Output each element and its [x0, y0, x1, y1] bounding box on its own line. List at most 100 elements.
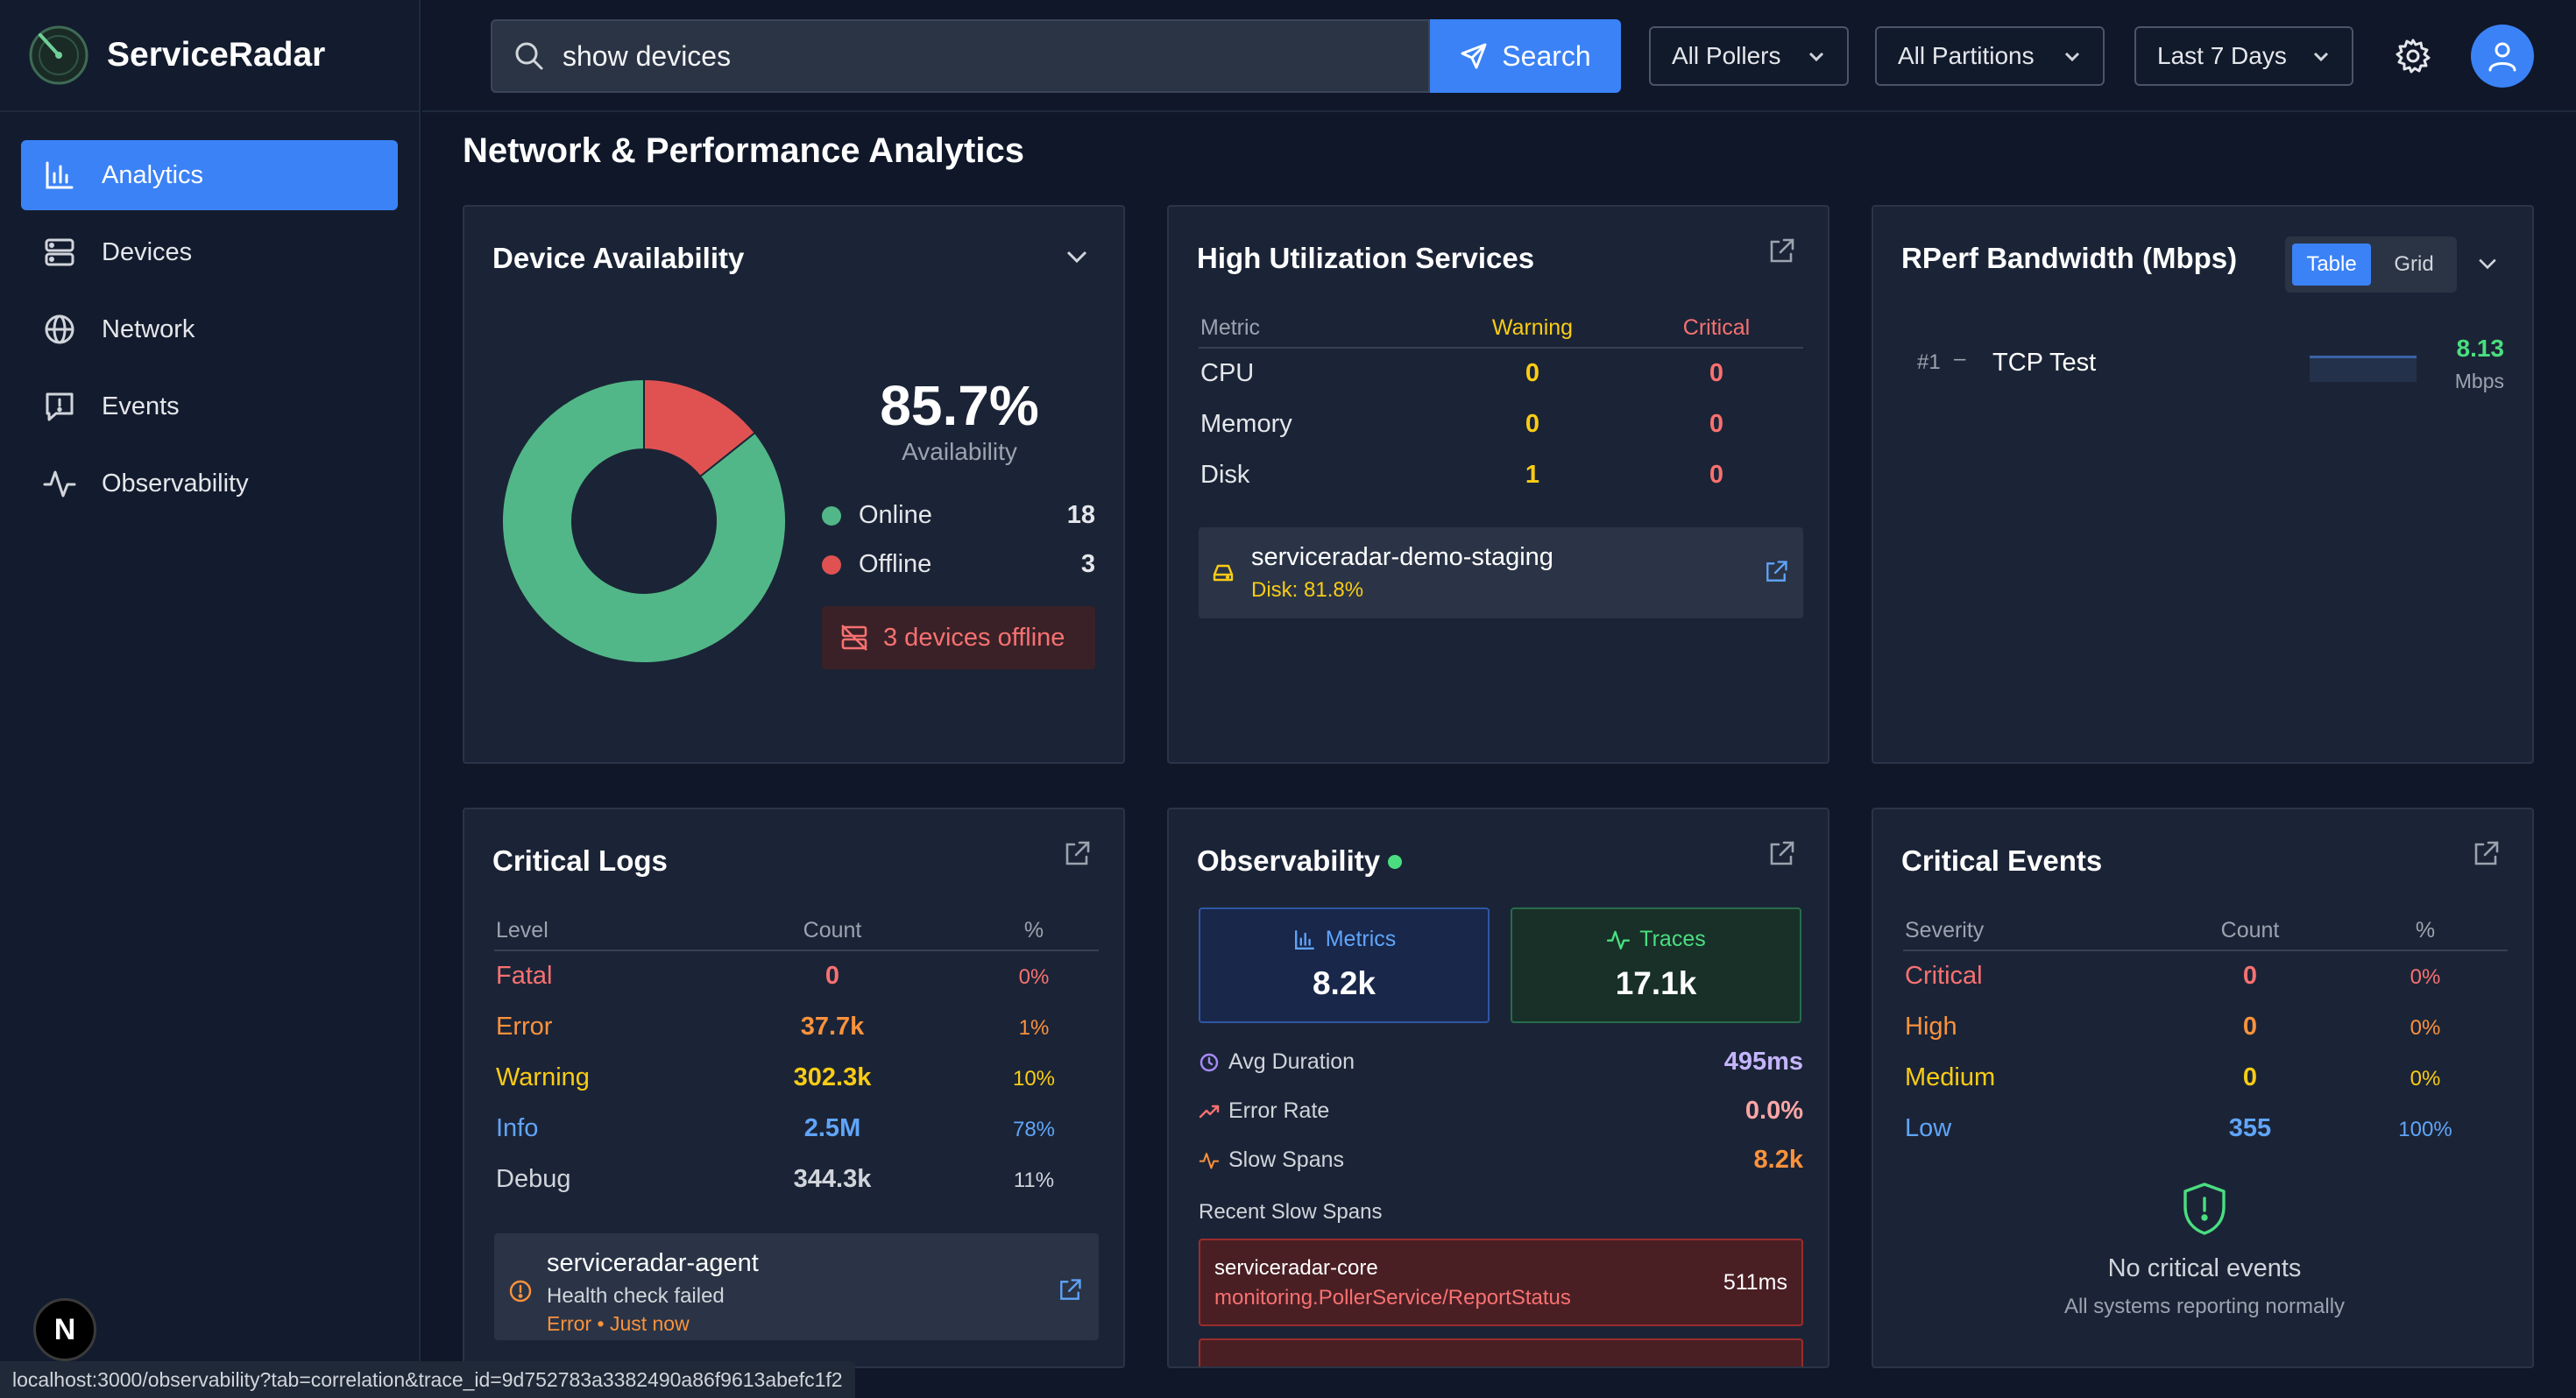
status-dot — [1388, 855, 1402, 869]
sidebar-item-observability[interactable]: Observability — [21, 448, 398, 519]
external-link-icon[interactable] — [1062, 839, 1092, 869]
chevron-down-icon[interactable] — [2474, 251, 2501, 277]
event-severity: Critical — [1905, 962, 1983, 990]
avg-duration-value: 495ms — [1723, 1048, 1803, 1076]
chevron-down-icon — [1808, 52, 1824, 62]
sidebar-item-network[interactable]: Network — [21, 294, 398, 364]
external-link-icon[interactable] — [1057, 1277, 1083, 1303]
card-title: Device Availability — [492, 242, 745, 274]
metrics-label: Metrics — [1325, 927, 1397, 951]
log-level: Error — [496, 1013, 553, 1041]
divider — [494, 950, 1099, 951]
legend-offline: Offline 3 — [822, 550, 1095, 579]
log-count: 2.5M — [803, 1114, 861, 1142]
critical-logs-card: Critical Logs Level Count % Fatal 0 0% E… — [463, 808, 1125, 1368]
toggle-table[interactable]: Table — [2292, 244, 2371, 286]
pollers-dropdown[interactable]: All Pollers — [1649, 26, 1849, 86]
slow-span-entry[interactable] — [1199, 1338, 1803, 1366]
search-button-label: Search — [1502, 39, 1591, 72]
offline-label: Offline — [859, 550, 932, 578]
avg-duration-row: Avg Duration 495ms — [1199, 1048, 1803, 1077]
slow-spans-row: Slow Spans 8.2k — [1199, 1146, 1803, 1175]
bar-chart-icon — [1294, 929, 1314, 950]
alert-host: serviceradar-demo-staging — [1251, 543, 1553, 571]
card-title: Critical Events — [1901, 844, 2103, 877]
column-header-warning: Warning — [1491, 315, 1574, 340]
radar-logo-icon — [29, 25, 88, 85]
card-title: RPerf Bandwidth (Mbps) — [1901, 242, 2238, 274]
metrics-value: 8.2k — [1312, 965, 1376, 1001]
chevron-down-icon[interactable] — [1062, 242, 1092, 272]
sidebar-item-events[interactable]: Events — [21, 371, 398, 441]
log-service: serviceradar-agent — [547, 1249, 759, 1277]
card-title: High Utilization Services — [1197, 242, 1535, 274]
toggle-grid[interactable]: Grid — [2394, 252, 2434, 276]
activity-icon — [1607, 930, 1631, 950]
timerange-value: Last 7 Days — [2157, 42, 2287, 69]
avg-duration-label: Avg Duration — [1228, 1049, 1355, 1074]
gear-icon[interactable] — [2394, 37, 2432, 75]
sidebar-nav: Analytics Devices Network Events Observa… — [0, 112, 419, 554]
pollers-value: All Pollers — [1672, 42, 1781, 69]
dev-tools-badge[interactable]: N — [33, 1298, 96, 1361]
alert-circle-icon — [509, 1280, 532, 1303]
metric-name: CPU — [1200, 359, 1255, 387]
search-box — [491, 19, 1430, 93]
recent-log-entry[interactable]: serviceradar-agent Health check failed E… — [494, 1233, 1099, 1340]
sidebar-item-label: Analytics — [102, 160, 204, 189]
high-utilization-card: High Utilization Services Metric Warning… — [1167, 205, 1829, 764]
sidebar-item-analytics[interactable]: Analytics — [21, 140, 398, 210]
error-rate-row: Error Rate 0.0% — [1199, 1097, 1803, 1126]
empty-state-subtitle: All systems reporting normally — [2063, 1295, 2346, 1318]
search-input[interactable] — [563, 39, 1351, 73]
log-level: Warning — [496, 1063, 590, 1091]
external-link-icon[interactable] — [2471, 839, 2501, 869]
partitions-dropdown[interactable]: All Partitions — [1875, 26, 2105, 86]
event-count: 0 — [2242, 1013, 2258, 1041]
critical-count: 0 — [1709, 359, 1724, 387]
external-link-icon[interactable] — [1766, 237, 1796, 266]
event-percent: 0% — [2410, 965, 2441, 989]
event-percent: 100% — [2398, 1118, 2452, 1141]
external-link-icon[interactable] — [1766, 839, 1796, 869]
external-link-icon[interactable] — [1763, 559, 1789, 585]
log-count: 37.7k — [800, 1013, 865, 1041]
sidebar-item-label: Devices — [102, 237, 193, 266]
brand[interactable]: ServiceRadar — [0, 0, 419, 112]
log-message: Health check failed — [547, 1284, 725, 1308]
test-rank: #1 — [1917, 350, 1941, 374]
view-toggle: Table Grid — [2285, 237, 2457, 293]
chevron-down-icon — [2064, 52, 2080, 62]
sidebar-item-label: Network — [102, 314, 195, 343]
partitions-value: All Partitions — [1898, 42, 2035, 69]
column-header-level: Level — [496, 918, 548, 943]
traces-tile[interactable]: Traces 17.1k — [1511, 907, 1801, 1023]
offline-alert[interactable]: 3 devices offline — [822, 606, 1095, 669]
log-level: Debug — [496, 1165, 571, 1193]
timerange-dropdown[interactable]: Last 7 Days — [2134, 26, 2353, 86]
card-title: Critical Logs — [492, 844, 668, 877]
span-service: serviceradar-core — [1214, 1256, 1378, 1280]
critical-count: 0 — [1709, 461, 1724, 489]
offline-alert-text: 3 devices offline — [883, 623, 1065, 652]
error-rate-value: 0.0% — [1744, 1097, 1803, 1125]
user-avatar[interactable] — [2471, 25, 2534, 88]
column-header-metric: Metric — [1200, 315, 1261, 340]
sidebar: ServiceRadar Analytics Devices Network E… — [0, 0, 421, 1398]
utilization-alert[interactable]: serviceradar-demo-staging Disk: 81.8% — [1199, 527, 1803, 618]
trending-up-icon — [1199, 1105, 1220, 1118]
event-percent: 0% — [2410, 1016, 2441, 1040]
metrics-tile[interactable]: Metrics 8.2k — [1199, 907, 1490, 1023]
test-trend: – — [1954, 347, 1966, 371]
error-rate-label: Error Rate — [1228, 1098, 1330, 1123]
log-percent: 11% — [1013, 1169, 1055, 1192]
sidebar-item-devices[interactable]: Devices — [21, 217, 398, 287]
log-level: Info — [496, 1114, 539, 1142]
metric-name: Memory — [1200, 410, 1292, 438]
slow-span-entry[interactable]: serviceradar-core monitoring.PollerServi… — [1199, 1239, 1803, 1326]
log-percent: 1% — [1018, 1016, 1050, 1040]
divider — [1903, 950, 2508, 951]
search-button[interactable]: Search — [1430, 19, 1621, 93]
event-severity: Medium — [1905, 1063, 1996, 1091]
critical-events-card: Critical Events Severity Count % Critica… — [1872, 808, 2534, 1368]
